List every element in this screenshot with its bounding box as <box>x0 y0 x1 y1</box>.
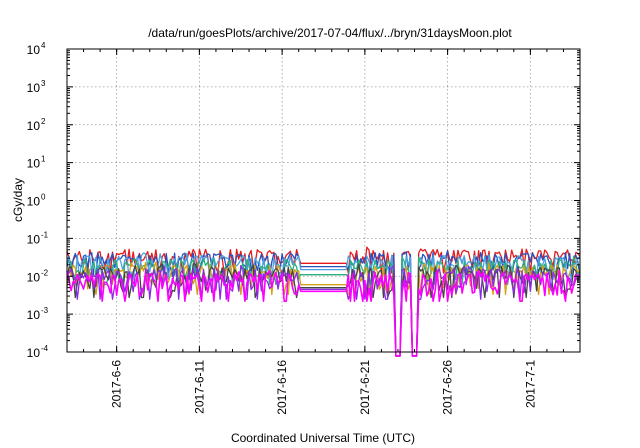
y-tick-label: 10 <box>27 308 41 322</box>
y-tick-exponent: -3 <box>41 306 49 315</box>
y-tick-exponent: 2 <box>41 117 46 126</box>
y-tick-label: 10 <box>27 232 41 246</box>
y-tick-label: 10 <box>27 346 41 360</box>
y-tick-label: 10 <box>27 195 41 209</box>
y-tick-label: 10 <box>27 81 41 95</box>
y-tick-exponent: 4 <box>41 41 46 50</box>
series-layer <box>66 246 581 357</box>
y-tick-label: 10 <box>27 119 41 133</box>
series-line <box>66 269 581 357</box>
x-axis: 2017-6-6 2017-6-11 2017-6-16 2017-6-21 2017-… <box>66 49 581 415</box>
x-tick-label: 2017-6-21 <box>358 360 372 415</box>
y-tick-exponent: 0 <box>41 193 46 202</box>
y-tick-exponent: -1 <box>41 230 49 239</box>
chart-title: /data/run/goesPlots/archive/2017-07-04/f… <box>148 26 512 40</box>
x-tick-label: 2017-6-11 <box>192 360 206 414</box>
y-tick-label: 10 <box>27 157 41 171</box>
x-tick-label: 2017-6-26 <box>441 360 455 415</box>
y-tick-exponent: -2 <box>41 268 49 277</box>
y-tick-label: 10 <box>27 270 41 284</box>
y-tick-label: 10 <box>27 43 41 57</box>
grid <box>67 49 580 352</box>
y-axis-label: cGy/day <box>11 178 25 222</box>
y-tick-exponent: 3 <box>41 79 46 88</box>
x-tick-label: 2017-6-6 <box>110 360 124 408</box>
x-tick-label: 2017-7-1 <box>523 360 537 408</box>
x-axis-label: Coordinated Universal Time (UTC) <box>231 431 415 445</box>
y-tick-exponent: -4 <box>41 344 49 353</box>
series-line <box>66 255 581 357</box>
x-tick-label: 2017-6-16 <box>275 360 289 415</box>
y-tick-exponent: 1 <box>41 155 46 164</box>
